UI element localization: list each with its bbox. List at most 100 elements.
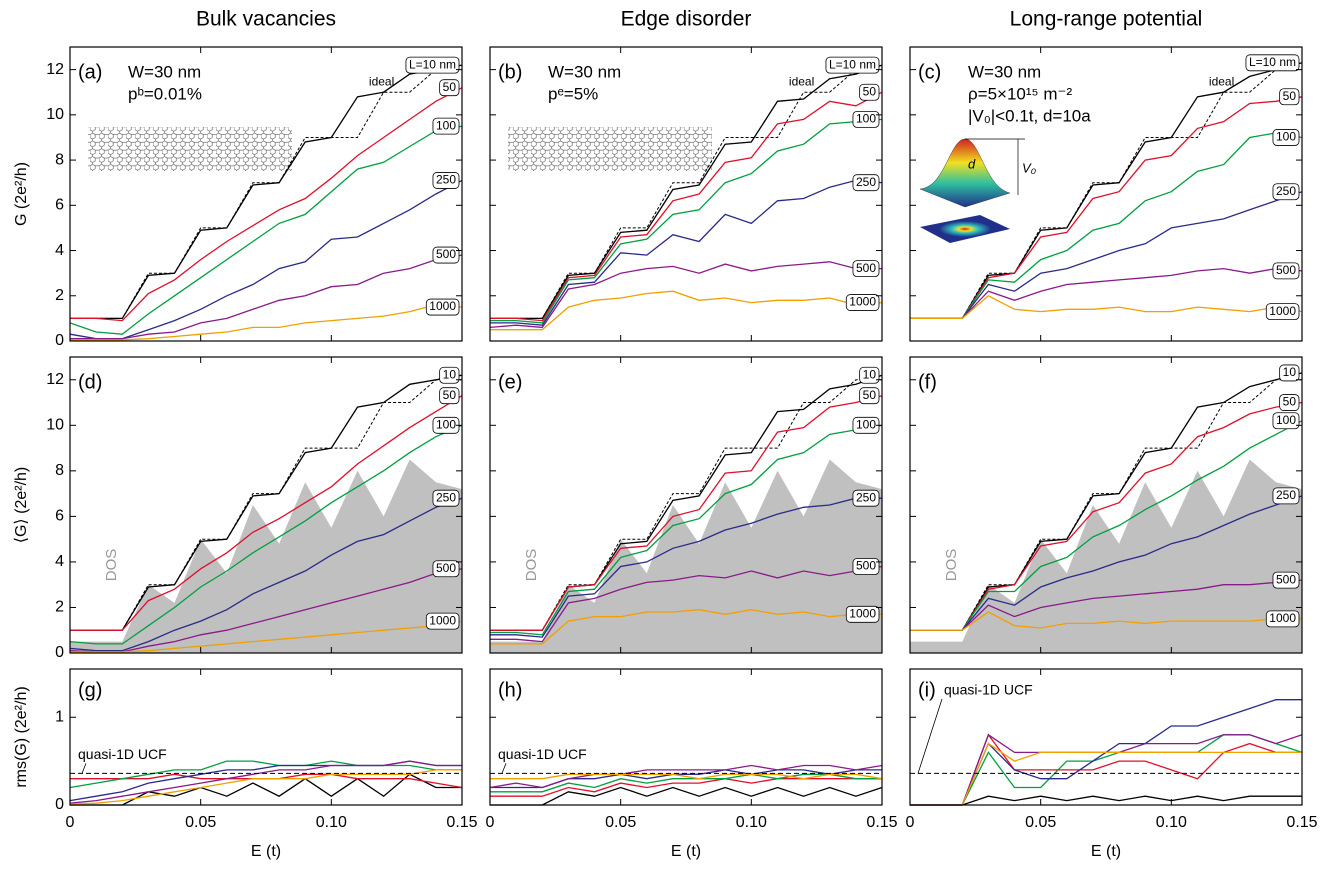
panel-label: (a) [78, 61, 102, 83]
y-tick-label: 4 [55, 242, 64, 259]
series-end-label: 250 [856, 175, 876, 189]
label-box [845, 605, 880, 623]
inset-label: d [968, 156, 976, 171]
label-box [439, 387, 460, 405]
plot-frame [489, 46, 883, 342]
series-end-label: 100 [436, 118, 456, 132]
reference-label: quasi-1D UCF [498, 746, 587, 762]
series-end-label: 500 [436, 561, 456, 575]
series-end-label: 100 [436, 417, 456, 431]
label-box [425, 298, 460, 316]
label-box [1279, 88, 1300, 106]
y-axis-label: rms(G) (2e²/h) [13, 686, 30, 787]
label-box [1272, 129, 1300, 146]
series-group [489, 764, 883, 806]
annotation: W=30 nm [968, 62, 1041, 81]
annotation: pᵉ=5% [548, 84, 598, 103]
dos-area [910, 459, 1302, 653]
label-box [852, 558, 880, 575]
label-box [859, 387, 880, 405]
series-end-label: 1000 [849, 606, 876, 620]
x-tick-label: 0.15 [866, 814, 897, 831]
series-end-label: L=10 nm [409, 57, 456, 71]
label-box [405, 56, 460, 74]
series-end-label: 50 [863, 388, 877, 402]
label-box [1279, 364, 1300, 382]
x-tick-label: 0.15 [446, 814, 477, 831]
panel: Edge disorder ideal L=10 nm 50 100 250 500 1000… [489, 8, 883, 342]
column-title: Edge disorder [621, 8, 752, 31]
series-end-label: 250 [856, 490, 876, 504]
series-line [910, 295, 1303, 320]
panel-label: (h) [498, 679, 522, 701]
annotation: ρ=5×10¹⁵ m⁻² [968, 84, 1072, 103]
y-tick-label: 8 [55, 462, 64, 479]
annotation: W=30 nm [128, 62, 201, 81]
series-line [70, 395, 463, 631]
x-tick-label: 0 [66, 814, 75, 831]
panel-label: (d) [78, 371, 102, 393]
series-end-label: 250 [436, 173, 456, 187]
panel: rms(G) (2e²/h) E (t) quasi-1D UCF 0 1 0 0.05 0.… [13, 668, 478, 860]
series-line [69, 179, 463, 340]
panel: DOS 10 50 100 250 500 1000 (e) [489, 356, 883, 654]
y-tick-label: 0 [55, 644, 64, 661]
gaussian-spot [939, 221, 991, 237]
series-group: ideal [489, 64, 883, 331]
dos-label: DOS [103, 549, 120, 582]
annotation: pᵇ=0.01% [128, 84, 202, 103]
annotation: W=30 nm [548, 62, 621, 81]
ideal-line [910, 379, 1302, 631]
panel-label: (e) [498, 371, 522, 393]
series-end-label: 50 [443, 80, 457, 94]
x-tick-label: 0.10 [736, 814, 767, 831]
y-tick-label: 12 [46, 61, 64, 78]
label-box [852, 489, 880, 507]
series-line [490, 565, 883, 643]
series-line [70, 773, 463, 789]
label-box [1272, 571, 1300, 589]
reference-leader [917, 698, 943, 774]
series-line [910, 795, 1302, 806]
series-line [69, 769, 462, 805]
y-axis-label: ⟨G⟩ (2e²/h) [13, 467, 30, 544]
series-end-label: 500 [856, 261, 876, 275]
ideal-line [70, 69, 462, 319]
panel-label: (f) [918, 371, 937, 393]
series-line [489, 764, 883, 789]
series-end-label: 100 [856, 112, 876, 126]
series-end-label: L=10 nm [829, 57, 876, 71]
column-title: Bulk vacancies [196, 8, 336, 31]
x-tick-label: 0 [486, 814, 495, 831]
y-tick-label: 6 [55, 197, 64, 214]
series-line [910, 420, 1303, 631]
ideal-line [490, 379, 882, 631]
series-line [489, 261, 882, 329]
label-box [439, 366, 460, 384]
x-tick-label: 0.15 [1286, 814, 1317, 831]
x-tick-label: 0.05 [605, 814, 636, 831]
series-line [70, 64, 463, 320]
label-box [852, 260, 880, 278]
x-tick-label: 0 [906, 814, 915, 831]
panel-label: (i) [918, 679, 936, 701]
ideal-label: ideal [1209, 74, 1234, 88]
series-line [70, 374, 463, 631]
y-tick-label: 10 [46, 417, 64, 434]
label-box [1265, 303, 1300, 321]
label-box [845, 294, 880, 311]
lattice-inset [88, 127, 292, 171]
panel: DOS 10 50 100 250 500 1000 (f) [909, 356, 1303, 654]
column-title: Long-range potential [1010, 8, 1203, 31]
series-line [910, 733, 1302, 806]
series-line [69, 760, 462, 789]
series-end-label: 1000 [1269, 611, 1296, 625]
series-end-label: 10 [863, 367, 877, 381]
series-line [910, 191, 1303, 320]
label-box [852, 110, 880, 128]
label-box [1272, 487, 1300, 505]
x-axis-label: E (t) [671, 843, 701, 860]
series-end-label: 250 [1276, 184, 1296, 198]
x-axis-label: E (t) [251, 843, 281, 860]
label-box [1272, 183, 1300, 201]
